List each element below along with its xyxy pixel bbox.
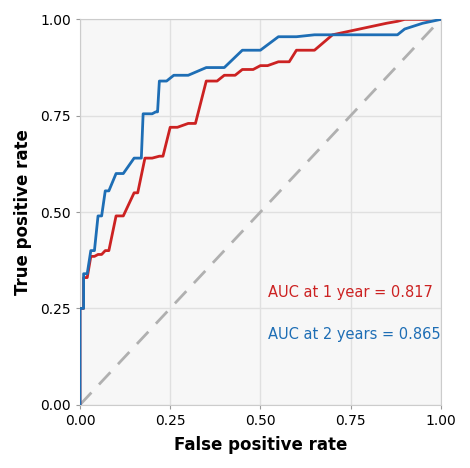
Text: AUC at 2 years = 0.865: AUC at 2 years = 0.865 (267, 327, 440, 342)
Text: AUC at 1 year = 0.817: AUC at 1 year = 0.817 (267, 285, 432, 300)
X-axis label: False positive rate: False positive rate (174, 436, 347, 454)
Y-axis label: True positive rate: True positive rate (14, 129, 32, 295)
